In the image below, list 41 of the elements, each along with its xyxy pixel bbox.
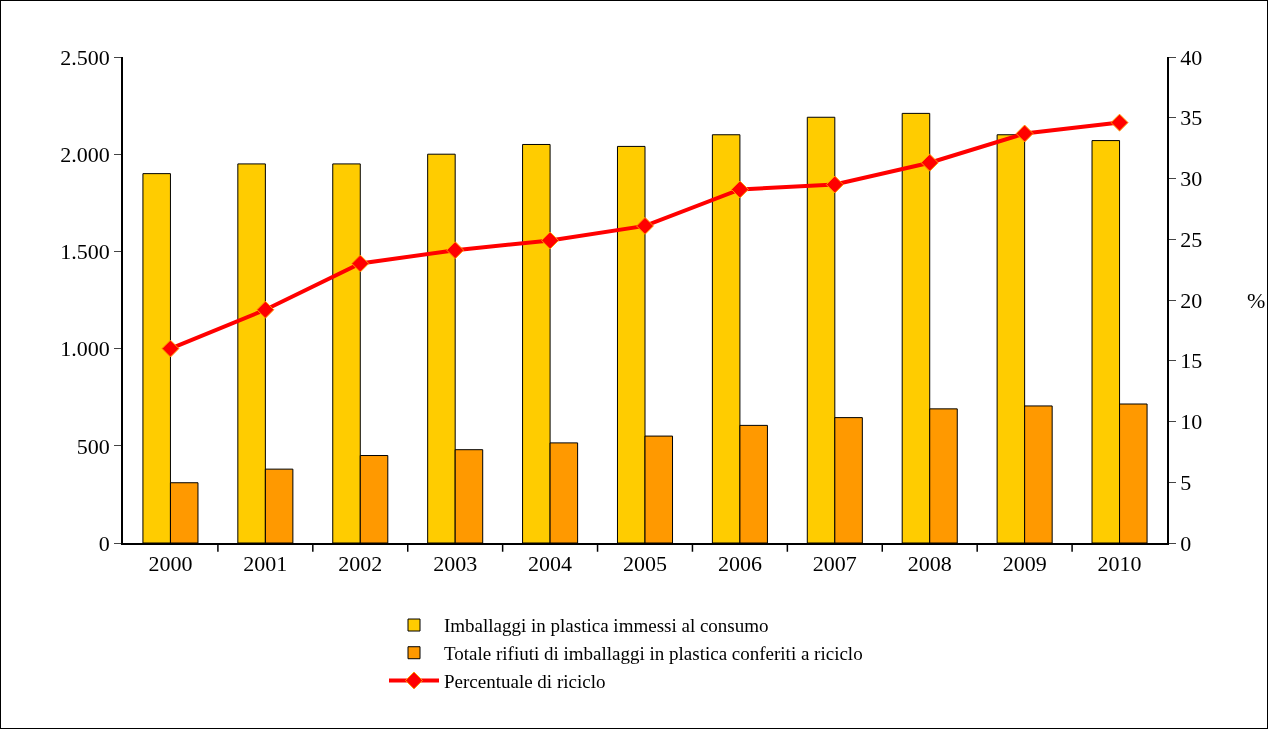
legend-label: Percentuale di riciclo xyxy=(444,670,606,692)
y2-tick-label: 15 xyxy=(1180,348,1203,374)
x-tick-label: 2001 xyxy=(243,551,288,577)
y2-tick-label: 20 xyxy=(1180,287,1203,313)
y2-tick-label: 0 xyxy=(1180,530,1192,556)
point xyxy=(256,300,275,319)
y-tick-label: 1.500 xyxy=(60,239,110,265)
y2-tick-label: 10 xyxy=(1180,409,1203,435)
y-tick-label: 1.000 xyxy=(60,336,110,362)
point xyxy=(730,180,749,199)
x-tick-label: 2010 xyxy=(1097,551,1142,577)
legend-label: Imballaggi in plastica immessi al consumo xyxy=(444,615,769,637)
y2-tick-label: 35 xyxy=(1180,105,1203,131)
y2-axis-title: % xyxy=(1247,288,1266,313)
x-tick-label: 2003 xyxy=(433,551,478,577)
point xyxy=(920,153,939,172)
legend-label: Totale rifiuti di imballaggi in plastica conferiti a riciclo xyxy=(444,643,863,665)
x-tick-label: 2002 xyxy=(338,551,383,577)
y2-tick-label: 40 xyxy=(1180,44,1203,70)
x-tick-label: 2007 xyxy=(812,551,857,577)
point xyxy=(161,339,180,358)
y-tick-label: 500 xyxy=(76,433,110,459)
point xyxy=(351,254,370,273)
point xyxy=(446,241,465,260)
point xyxy=(825,175,844,194)
x-tick-label: 2005 xyxy=(623,551,667,577)
y2-tick-label: 25 xyxy=(1180,226,1203,252)
y2-tick-label: 5 xyxy=(1180,469,1192,495)
point xyxy=(636,216,654,235)
x-tick-label: 2004 xyxy=(528,551,573,577)
x-tick-label: 2006 xyxy=(717,551,762,577)
y-tick-label: 0 xyxy=(98,530,110,556)
x-tick-label: 2000 xyxy=(148,551,193,577)
point xyxy=(1015,124,1034,143)
y-tick-label: 2.000 xyxy=(60,141,110,167)
x-tick-label: 2008 xyxy=(907,551,952,577)
y2-tick-label: 30 xyxy=(1180,166,1203,192)
x-tick-label: 2009 xyxy=(1002,551,1047,577)
y-tick-label: 2.500 xyxy=(60,44,110,70)
point xyxy=(541,231,560,250)
point xyxy=(1110,113,1129,132)
